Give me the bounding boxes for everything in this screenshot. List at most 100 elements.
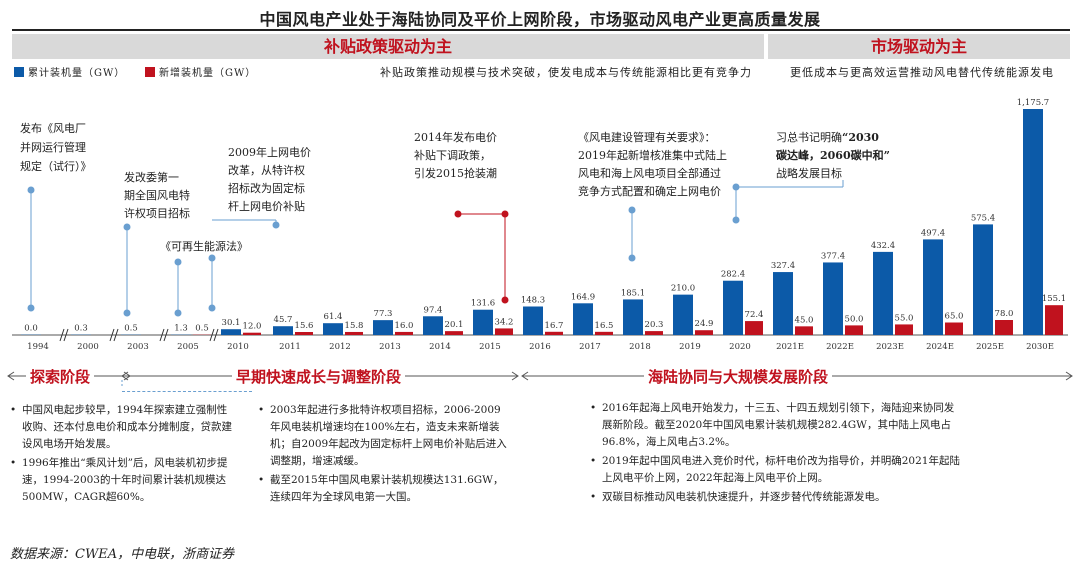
- bullet-2-2: 截至2015年中国风电累计装机规模达131.6GW，连续四年为全球风电第一大国。: [258, 472, 508, 506]
- annotation-a7-line3: 战略发展目标: [776, 166, 842, 180]
- bar-new-2011: [295, 332, 313, 335]
- tick-2013: 2013: [379, 342, 401, 352]
- bullets-offshore-onshore: 2016年起海上风电开始发力，十三五、十四五规划引领下，海陆迎来协同发展新阶段。…: [590, 400, 960, 508]
- axis-break-1: [109, 328, 119, 342]
- bar-new-2024E: [945, 322, 963, 335]
- bullet-1-1: 中国风电起步较早，1994年探索建立强制性收购、还本付息电价和成本分摊制度，贷款…: [10, 402, 235, 453]
- tick-2025E: 2025E: [976, 342, 1004, 352]
- leader-a5: [454, 210, 509, 304]
- annotation-a7-line2: 碳达峰，2060碳中和”: [776, 148, 890, 162]
- stage-early-growth: 早期快速成长与调整阶段: [232, 366, 406, 387]
- annotation-a7-line1: 习总书记明确“2030: [776, 130, 879, 144]
- tick-2017: 2017: [579, 342, 601, 352]
- bar-cumulative-2010: [221, 329, 241, 335]
- leader-a3: [174, 258, 182, 317]
- annotation-a6-line4: 竞争方式配置和确定上网电价: [578, 184, 721, 198]
- annotation-a2-line3: 许权项目招标: [124, 206, 190, 220]
- label-cumulative-1994: 0.0: [24, 324, 38, 334]
- annotation-a5-line3: 引发2015抢装潮: [414, 166, 497, 180]
- bar-new-2014: [445, 331, 463, 335]
- annotation-text-layer: 发布《风电厂 并网运行管理 规定（试行）》 发改委第一 期全国风电特 许权项目招…: [20, 121, 890, 253]
- bar-cumulative-2025E: [973, 224, 993, 335]
- tick-1994: 1994: [27, 342, 49, 352]
- tick-2003: 2003: [127, 342, 149, 352]
- axis-break-0: [59, 328, 69, 342]
- bullets-early-growth: 2003年起进行多批特许权项目招标，2006-2009年风电装机增速均在100%…: [258, 402, 508, 508]
- label-cumulative-2012: 61.4: [324, 312, 343, 322]
- tick-2021E: 2021E: [776, 342, 804, 352]
- bullet-3-2: 2019年起中国风电进入竞价时代，标杆电价改为指导价，并明确2021年起陆上风电…: [590, 453, 960, 487]
- data-source: 数据来源：CWEA，中电联，浙商证券: [10, 547, 235, 562]
- label-new-2011: 15.6: [295, 321, 314, 331]
- label-cumulative-2023E: 432.4: [871, 241, 895, 251]
- tick-2000: 2000: [77, 342, 99, 352]
- label-cumulative-2024E: 497.4: [921, 228, 945, 238]
- annotation-a4-line2: 改革，从特许权: [228, 163, 305, 177]
- annotation-a4-line3: 招标改为固定标: [228, 181, 305, 195]
- label-new-2018: 20.3: [645, 320, 664, 330]
- annotation-a4-line4: 杆上网电价补贴: [228, 199, 305, 213]
- legend-label-new: 新增装机量（GW）: [159, 68, 257, 79]
- label-cumulative-2030E: 1,175.7: [1017, 98, 1049, 108]
- annotation-a1-line3: 规定（试行）》: [20, 159, 92, 173]
- bar-cumulative-2022E: [823, 262, 843, 335]
- bar-new-2012: [345, 331, 363, 335]
- legend-label-cumulative: 累计装机量（GW）: [28, 68, 126, 79]
- legend-swatch-new: [145, 66, 155, 77]
- title-divider: [12, 29, 1070, 31]
- label-cumulative-2000: 0.3: [74, 324, 88, 334]
- leader-a1: [27, 186, 35, 312]
- bar-cumulative-2018: [623, 299, 643, 335]
- bullet-3-3: 双碳目标推动风电装机快速提升，并逐步替代传统能源发电。: [590, 489, 960, 506]
- label-new-2016: 16.7: [545, 321, 564, 331]
- bar-cumulative-2021E: [773, 272, 793, 335]
- label-cumulative-2018: 185.1: [621, 288, 645, 298]
- tick-2011: 2011: [279, 342, 301, 352]
- bar-new-2030E: [1045, 305, 1063, 335]
- label-new-2012: 15.8: [345, 321, 364, 331]
- annotation-a6-line1: 《风电建设管理有关要求》：: [578, 130, 716, 144]
- label-cumulative-2020: 282.4: [721, 270, 745, 280]
- leader-a7: [732, 180, 844, 224]
- tick-2023E: 2023E: [876, 342, 904, 352]
- annotation-a3: 《可再生能源法》: [160, 239, 248, 253]
- tick-2005: 2005: [177, 342, 199, 352]
- annotation-a1-line2: 并网运行管理: [20, 140, 86, 154]
- label-new-2014: 20.1: [445, 320, 464, 330]
- bar-cumulative-2017: [573, 303, 593, 335]
- label-cumulative-2010: 30.1: [222, 318, 241, 328]
- leader-a6: [628, 206, 636, 262]
- bar-new-2025E: [995, 320, 1013, 335]
- label-new-2013: 16.0: [395, 321, 414, 331]
- bullet-1-2: 1996年推出“乘风计划”后，风电装机初步提速，1994-2003的十年时间累计…: [10, 455, 235, 506]
- bar-new-2015: [495, 328, 513, 335]
- bar-new-2020: [745, 321, 763, 335]
- annotation-a6-line2: 2019年起新增核准集中式陆上: [578, 148, 727, 162]
- label-cumulative-2016: 148.3: [521, 295, 545, 305]
- legend-new: 新增装机量（GW）: [145, 64, 256, 79]
- bar-new-2021E: [795, 326, 813, 335]
- bar-cumulative-2023E: [873, 251, 893, 335]
- legend-cumulative: 累计装机量（GW）: [14, 64, 125, 79]
- tick-2019: 2019: [679, 342, 701, 352]
- label-new-2024E: 65.0: [945, 312, 964, 322]
- label-cumulative-2015: 131.6: [471, 299, 495, 309]
- leader-a4: [208, 219, 280, 312]
- tick-2030E: 2030E: [1026, 342, 1054, 352]
- bullet-3-1: 2016年起海上风电开始发力，十三五、十四五规划引领下，海陆迎来协同发展新阶段。…: [590, 400, 960, 451]
- label-new-2019: 24.9: [695, 319, 714, 329]
- label-new-2023E: 55.0: [895, 313, 914, 323]
- annotation-a5-line1: 2014年发布电价: [414, 130, 497, 144]
- tick-2022E: 2022E: [826, 342, 854, 352]
- tick-2024E: 2024E: [926, 342, 954, 352]
- label-new-2005: 0.5: [195, 324, 209, 334]
- annotation-a2-line2: 期全国风电特: [124, 188, 190, 202]
- annotation-a2-line1: 发改委第一: [124, 170, 179, 184]
- annotation-a5-line2: 补贴下调政策，: [414, 148, 491, 162]
- tick-2012: 2012: [329, 342, 351, 352]
- label-new-2010: 12.0: [243, 322, 262, 332]
- bar-cumulative-2016: [523, 306, 543, 335]
- annotation-a6-line3: 风电和海上风电项目全部通过: [578, 166, 721, 180]
- bar-new-2013: [395, 331, 413, 335]
- page-title: 中国风电产业处于海陆协同及平价上网阶段，市场驱动风电产业更高质量发展: [259, 10, 821, 29]
